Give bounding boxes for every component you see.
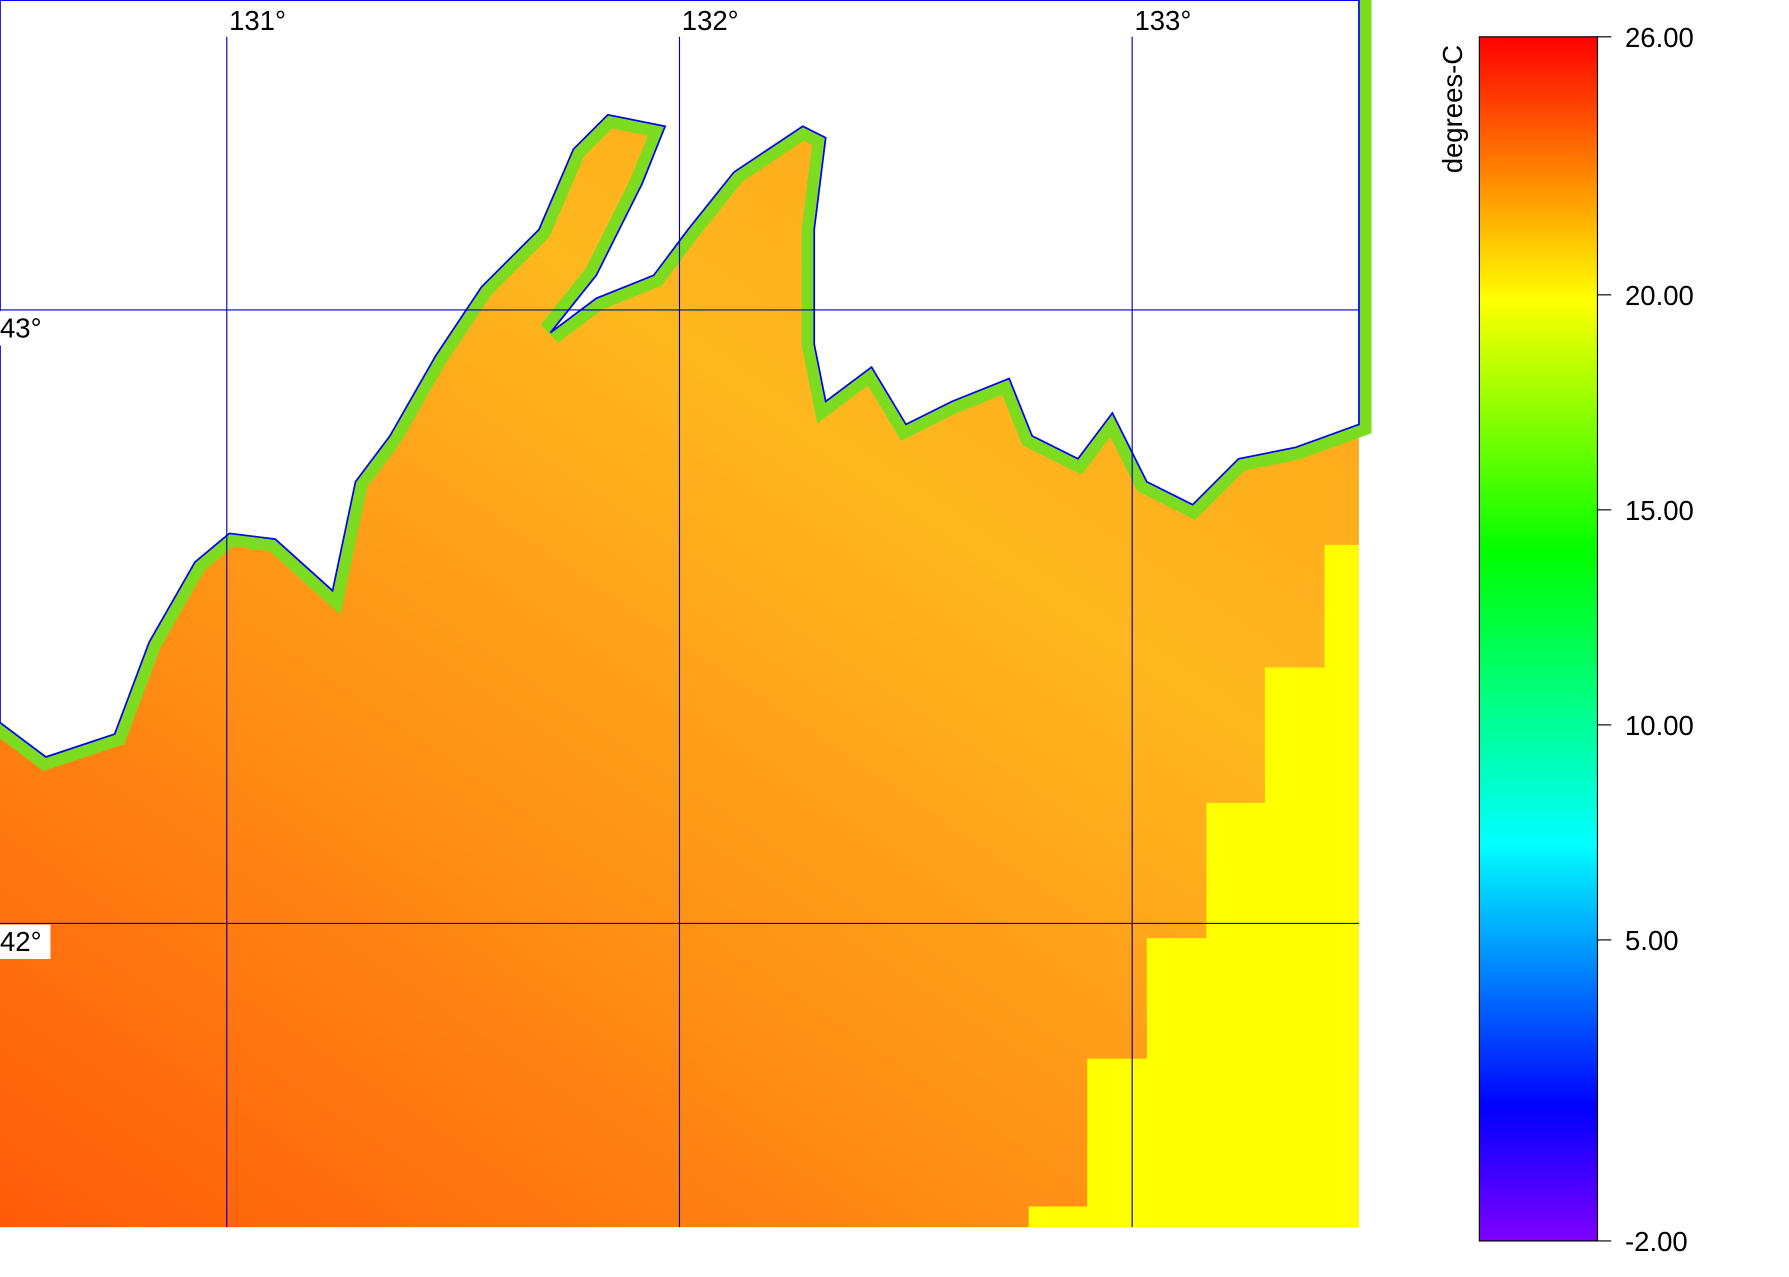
colorbar-gradient xyxy=(1478,36,1599,1242)
colorbar-tick-label: 26.00 xyxy=(1625,22,1694,53)
lon-label: 133° xyxy=(1134,5,1191,36)
colorbar-tick-label: 5.00 xyxy=(1625,925,1679,956)
colorbar-tick-label: 15.00 xyxy=(1625,495,1694,526)
lon-label: 132° xyxy=(682,5,739,36)
colorbar-tick-label: 20.00 xyxy=(1625,280,1694,311)
lat-label: 43° xyxy=(0,312,42,343)
colorbar-label: degrees-C xyxy=(1437,45,1468,173)
land xyxy=(0,0,1360,758)
lon-label: 131° xyxy=(229,5,286,36)
lat-label-bg xyxy=(0,924,51,960)
graticule: 131° 132° 133° 43° 42° xyxy=(0,5,1359,1228)
lat-label-bg xyxy=(0,311,51,346)
colorbar-tick-label: 10.00 xyxy=(1625,710,1694,741)
lat-label: 42° xyxy=(0,926,42,957)
colorbar: degrees-C 26.00 20.00 15.00 10.00 5.00 -2.00 xyxy=(1437,22,1694,1257)
no-data-fill xyxy=(1028,544,1359,1228)
colorbar-tick-label: -2.00 xyxy=(1625,1226,1688,1257)
